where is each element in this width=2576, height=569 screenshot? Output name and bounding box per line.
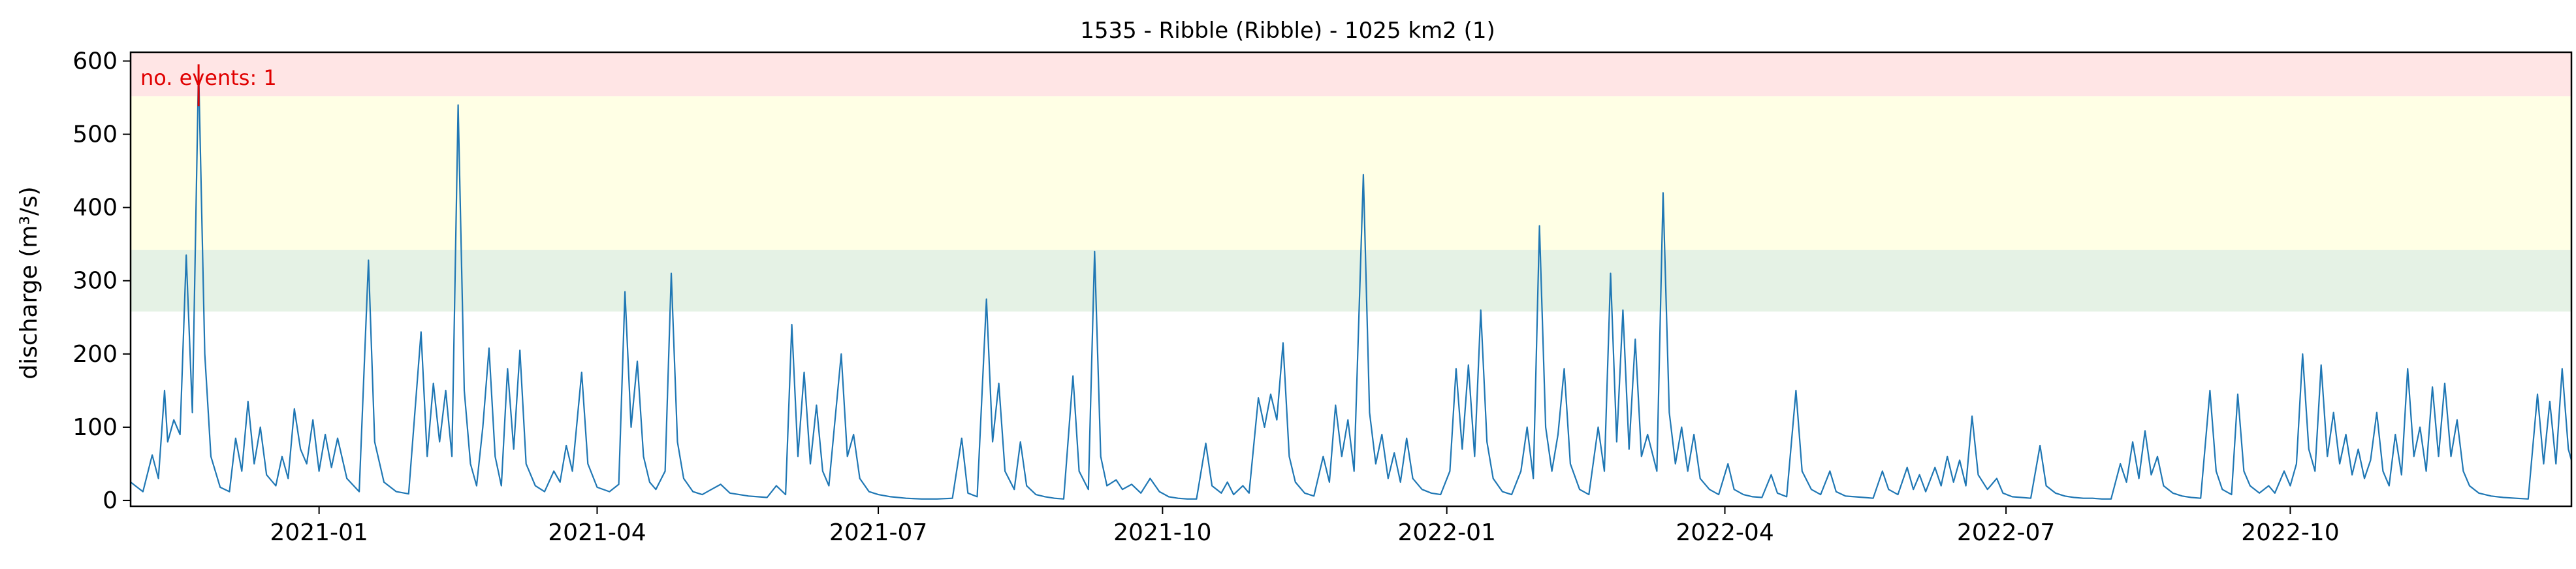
y-axis: 0 100 200 300 400 500 600 xyxy=(72,48,131,514)
x-tick-label: 2021-07 xyxy=(829,519,927,546)
x-tick-label: 2022-07 xyxy=(1957,519,2055,546)
plot-frame xyxy=(129,51,2573,508)
y-axis-label: discharge (m³/s) xyxy=(16,186,42,379)
y-tick-label: 200 xyxy=(72,341,118,368)
threshold-band-0 xyxy=(131,250,2571,312)
x-tick-label: 2022-01 xyxy=(1397,519,1495,546)
threshold-band-2 xyxy=(131,52,2571,97)
y-tick-label: 0 xyxy=(103,487,118,514)
y-tick-label: 300 xyxy=(72,268,118,295)
y-tick-label: 500 xyxy=(72,122,118,148)
events-annotation: no. events: 1 xyxy=(140,65,277,90)
chart-title: 1535 - Ribble (Ribble) - 1025 km2 (1) xyxy=(1080,18,1495,44)
x-tick-label: 2021-10 xyxy=(1113,519,1211,546)
threshold-bands xyxy=(131,52,2571,312)
y-tick-label: 400 xyxy=(72,195,118,221)
x-tick-label: 2022-10 xyxy=(2241,519,2339,546)
x-tick-label: 2022-04 xyxy=(1676,519,1773,546)
series-group xyxy=(130,66,2573,500)
x-tick-label: 2021-01 xyxy=(270,519,368,546)
y-tick-label: 100 xyxy=(72,414,118,441)
series-line-0 xyxy=(130,66,2573,500)
x-axis: 2021-01 2021-04 2021-07 2021-10 2022-01 2022-… xyxy=(270,506,2340,546)
threshold-band-1 xyxy=(131,96,2571,250)
x-tick-label: 2021-04 xyxy=(548,519,646,546)
y-tick-label: 600 xyxy=(72,48,118,74)
